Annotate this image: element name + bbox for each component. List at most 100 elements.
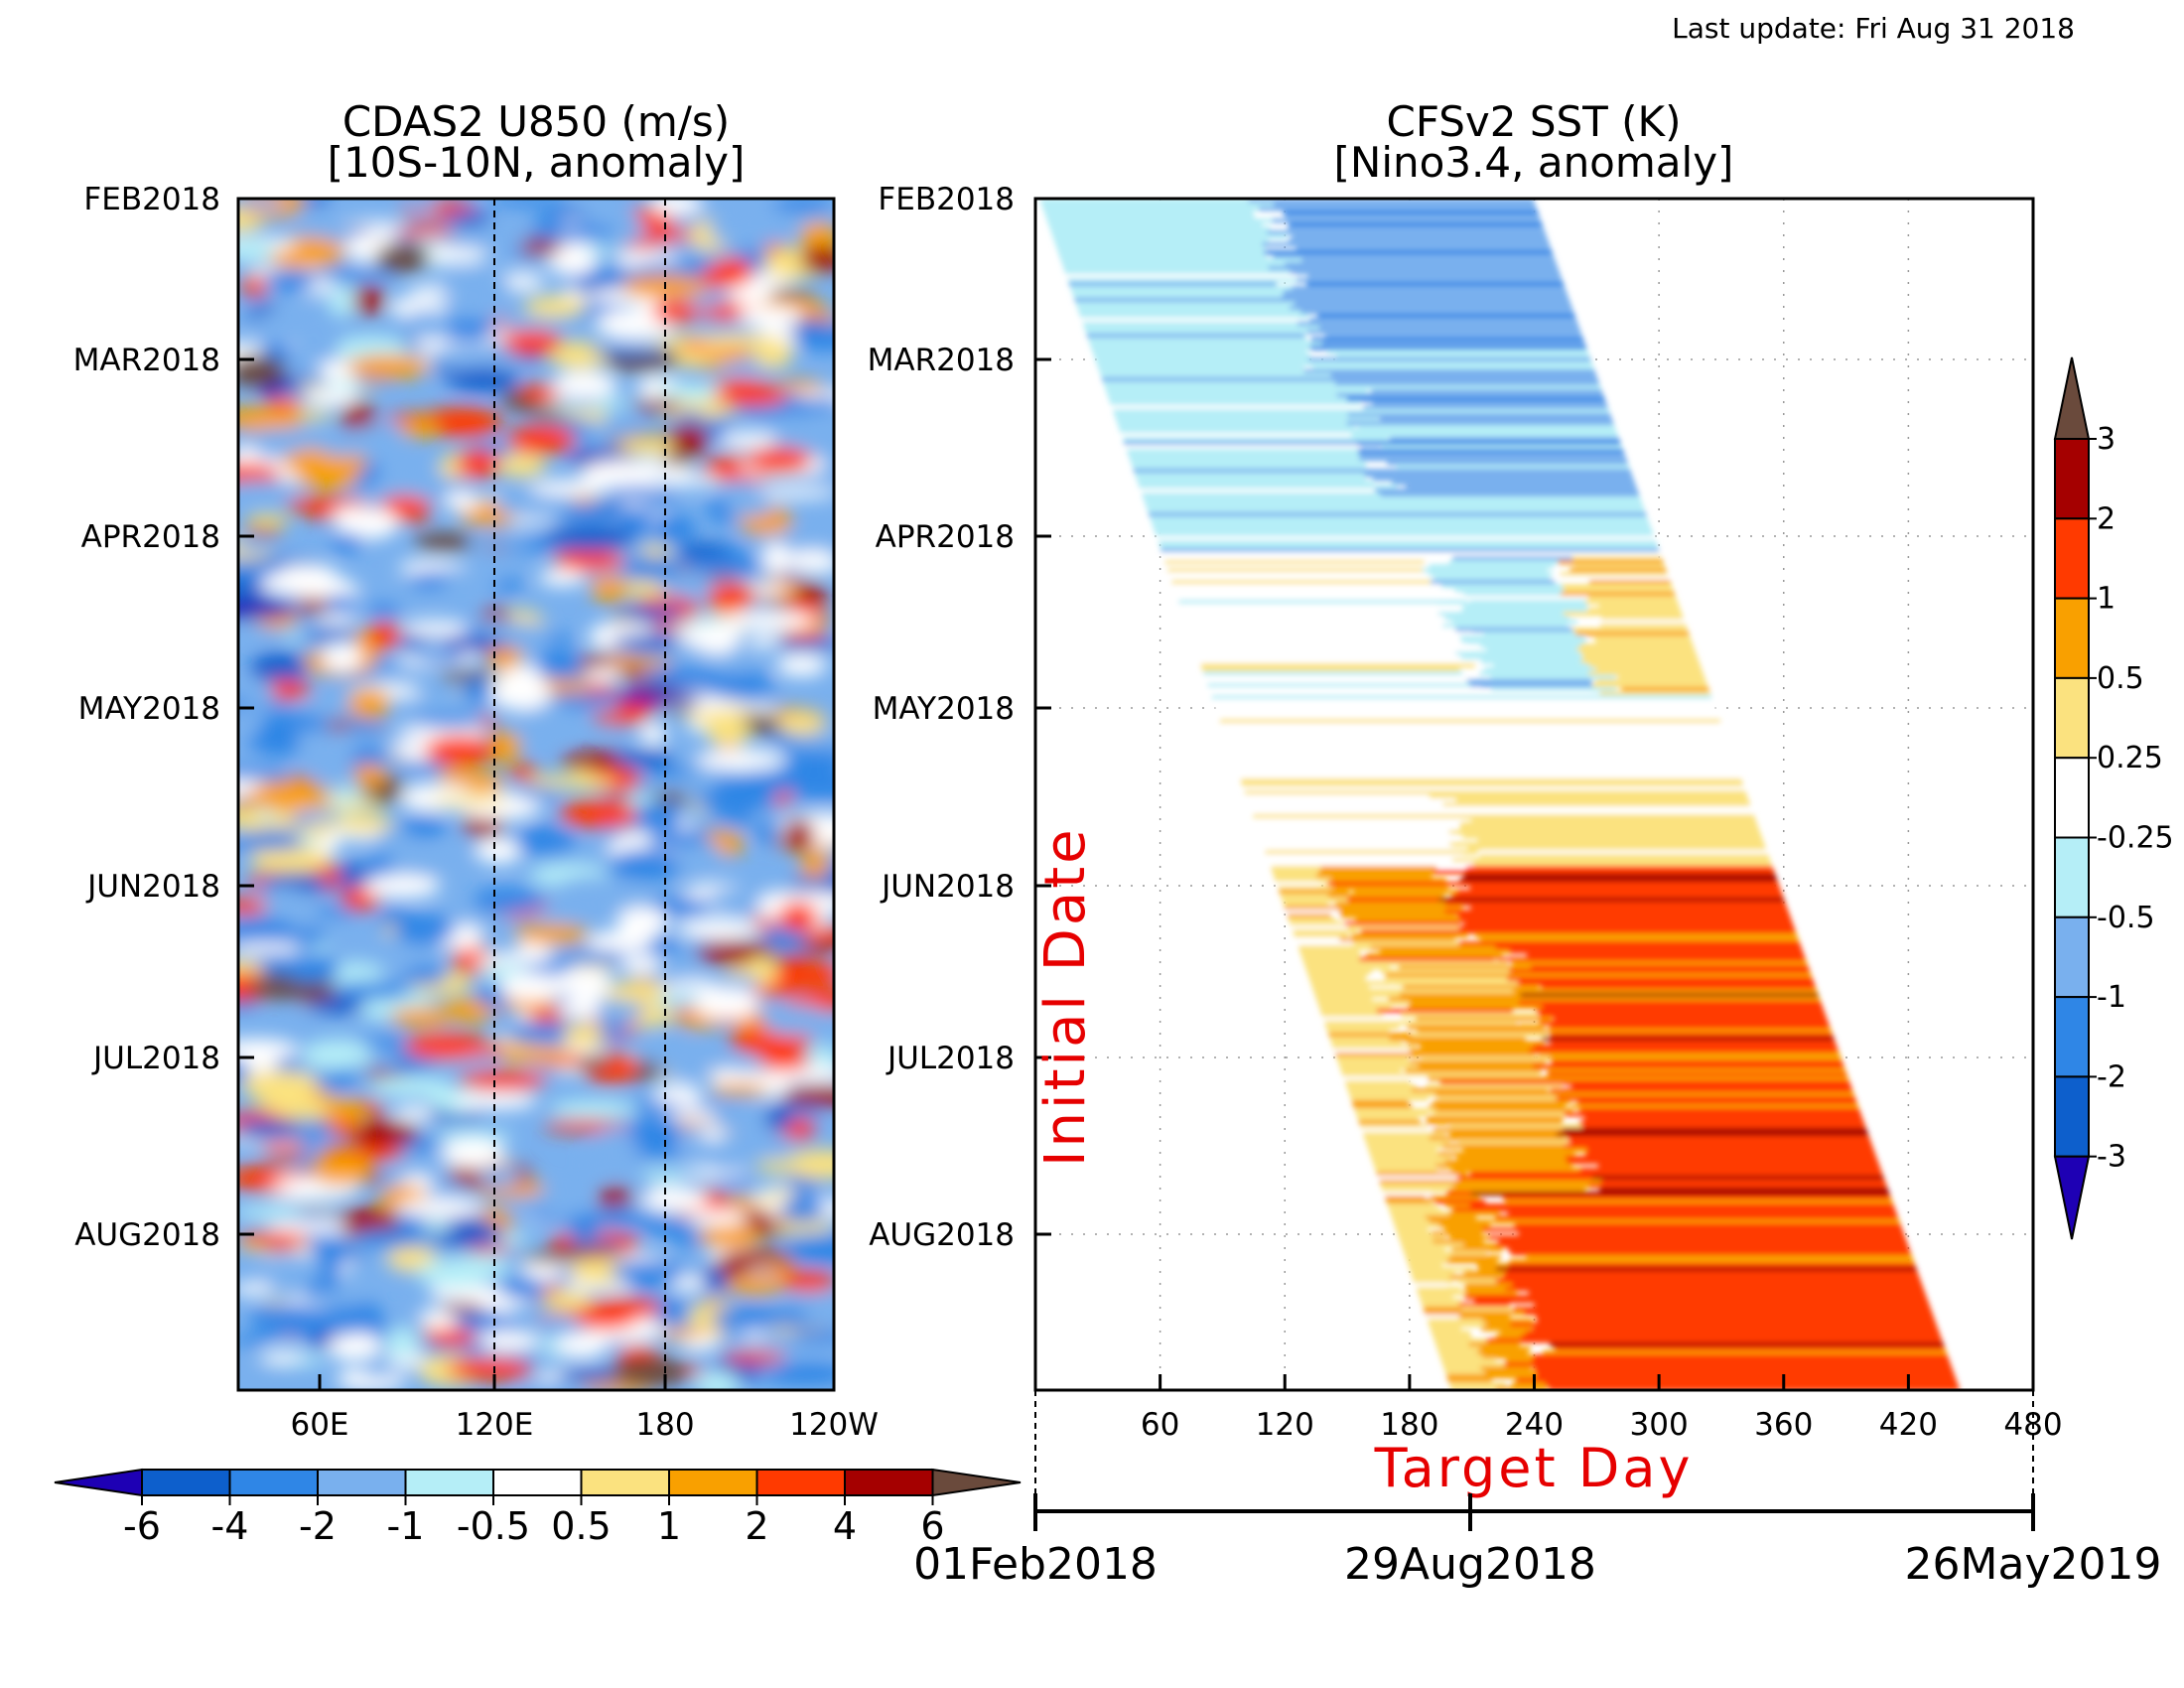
heatmap-cell: [1444, 910, 1789, 914]
heatmap-cell: [696, 749, 785, 771]
heatmap-cell: [264, 1220, 354, 1234]
heatmap-cell: [328, 1121, 363, 1136]
heatmap-cell: [1128, 453, 1386, 458]
heatmap-cell: [1581, 1124, 1865, 1129]
heatmap-cell: [1099, 369, 1341, 374]
heatmap-cell: [1518, 1001, 1822, 1006]
heatmap-cell: [396, 225, 456, 237]
heatmap-cell: [1229, 747, 1730, 752]
heatmap-cell: [1418, 1064, 1555, 1069]
heatmap-cell: [562, 1278, 644, 1293]
heatmap-cell: [1458, 1303, 1511, 1308]
heatmap-cell: [1439, 810, 1753, 815]
heatmap-cell: [1347, 1088, 1440, 1093]
heatmap-cell: [238, 1231, 310, 1247]
heatmap-cell: [454, 1308, 507, 1336]
heatmap-cell: [648, 199, 703, 214]
heatmap-cell: [1209, 687, 1481, 692]
heatmap-cell: [711, 256, 753, 288]
heatmap-cell: [1053, 238, 1269, 243]
heatmap-cell: [1175, 592, 1454, 597]
heatmap-cell: [1576, 647, 1695, 652]
heatmap-cell: [1335, 902, 1452, 907]
heatmap-cell: [309, 997, 366, 1015]
heatmap-cell: [1153, 524, 1651, 529]
heatmap-cell: [256, 318, 324, 345]
heatmap-cell: [1184, 616, 1468, 621]
heatmap-cell: [1328, 894, 1444, 899]
heatmap-cell: [1313, 989, 1397, 994]
heatmap-cell: [1459, 635, 1585, 640]
heatmap-cell: [1310, 981, 1392, 986]
heatmap-cell: [1588, 1184, 1887, 1189]
heatmap-cell: [1146, 504, 1644, 509]
heatmap-cell: [1210, 691, 1479, 696]
heatmap-cell: [1393, 989, 1529, 994]
heatmap-cell: [1347, 925, 1464, 930]
heatmap-cell: [240, 275, 269, 296]
heatmap-cell: [1439, 1080, 1576, 1085]
heatmap-cell: [1408, 1263, 1442, 1268]
heatmap-cell: [1512, 1382, 1564, 1387]
heatmap-cell: [1543, 1362, 1951, 1367]
heatmap-cell: [1045, 214, 1255, 219]
heatmap-cell: [1484, 667, 1609, 672]
heatmap-cell: [759, 1051, 811, 1071]
heatmap-cell: [1347, 898, 1463, 903]
heatmap-cell: [1366, 953, 1502, 958]
heatmap-cell: [1267, 854, 1461, 859]
heatmap-cell: [1449, 1382, 1507, 1387]
heatmap-cell: [1600, 1180, 1886, 1185]
heatmap-cell: [1504, 1362, 1556, 1367]
heatmap-cell: [1243, 786, 1745, 791]
heatmap-cell: [1296, 937, 1340, 942]
heatmap-cell: [330, 532, 364, 553]
heatmap-cell: [1592, 1176, 1884, 1181]
heatmap-cell: [1430, 1327, 1461, 1332]
heatmap-cell: [1588, 580, 1671, 585]
heatmap-cell: [1060, 258, 1302, 263]
heatmap-cell: [1304, 965, 1390, 970]
heatmap-cell: [1588, 671, 1704, 676]
heatmap-cell: [1180, 604, 1437, 609]
heatmap-cell: [1282, 898, 1362, 903]
heatmap-cell: [1425, 1215, 1476, 1220]
heatmap-cell: [1118, 425, 1355, 430]
heatmap-cell: [535, 649, 583, 680]
heatmap-cell: [1410, 1060, 1547, 1065]
heatmap-cell: [707, 583, 757, 610]
heatmap-cell: [1063, 266, 1282, 271]
heatmap-cell: [1365, 1140, 1450, 1145]
heatmap-cell: [1353, 1104, 1413, 1109]
heatmap-cell: [1449, 1275, 1501, 1280]
heatmap-cell: [404, 1032, 489, 1060]
heatmap-cell: [580, 460, 662, 488]
heatmap-cell: [1285, 262, 1557, 267]
heatmap-cell: [1567, 1136, 1870, 1141]
heatmap-cell: [1346, 1084, 1417, 1089]
heatmap-cell: [1399, 965, 1535, 970]
heatmap-cell: [238, 1334, 276, 1345]
heatmap-cell: [1231, 751, 1732, 756]
heatmap-cell: [1421, 1056, 1559, 1061]
heatmap-cell: [1268, 266, 1559, 271]
heatmap-cell: [390, 1007, 451, 1028]
heatmap-cell: [543, 692, 630, 703]
heatmap-cell: [261, 1143, 307, 1156]
heatmap-cell: [440, 639, 510, 650]
heatmap-cell: [1396, 1227, 1429, 1232]
heatmap-cell: [1470, 1172, 1607, 1177]
heatmap-cell: [238, 707, 262, 735]
heatmap-cell: [1265, 850, 1478, 855]
heatmap-cell: [1320, 1009, 1398, 1014]
heatmap-cell: [775, 638, 834, 650]
heatmap-cell: [1526, 1331, 1940, 1336]
heatmap-cell: [658, 571, 716, 598]
heatmap-cell: [1495, 945, 1802, 950]
heatmap-cell: [1455, 628, 1580, 633]
heatmap-cell: [1534, 1303, 1930, 1308]
heatmap-cell: [780, 1196, 825, 1223]
heatmap-cell: [1135, 473, 1389, 478]
heatmap-cell: [1461, 639, 1587, 644]
heatmap-cell: [583, 667, 623, 682]
